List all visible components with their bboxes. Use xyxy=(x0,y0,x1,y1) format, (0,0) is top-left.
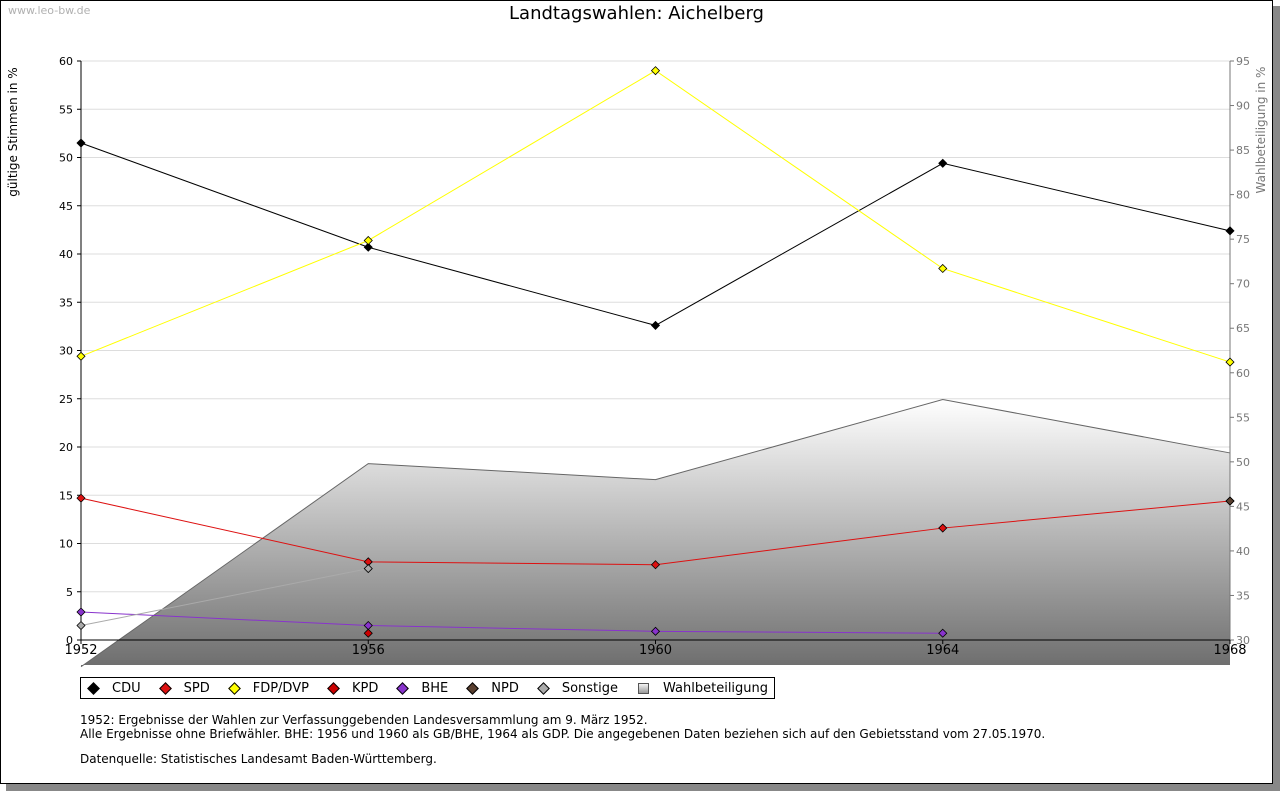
data-point-bhe xyxy=(650,626,661,636)
legend-item-cdu: CDU xyxy=(87,680,141,696)
y-tick-label: 50 xyxy=(59,152,73,165)
legend-item-fdp-dvp: FDP/DVP xyxy=(227,680,309,696)
data-source: Datenquelle: Statistisches Landesamt Bad… xyxy=(80,752,437,766)
x-tick-label: 1952 xyxy=(64,643,97,658)
legend-label: FDP/DVP xyxy=(252,680,309,696)
data-point-bhe xyxy=(363,620,373,631)
legend-item-sonstige: Sonstige xyxy=(536,680,619,696)
data-point-fdp-dvp xyxy=(363,235,373,246)
data-point-bhe xyxy=(76,607,86,617)
data-point-spd xyxy=(938,523,948,533)
y-tick-label: 15 xyxy=(59,489,73,502)
data-point-fdp-dvp xyxy=(1225,357,1235,367)
legend-marker-icon xyxy=(536,681,550,695)
turnout-line xyxy=(80,398,1231,668)
watermark: www.leo-bw.de xyxy=(8,4,91,17)
legend-marker-icon xyxy=(466,681,480,695)
x-tick-label: 1956 xyxy=(352,643,385,658)
legend-marker-icon xyxy=(227,681,241,695)
y2-tick-label: 55 xyxy=(1236,411,1250,424)
legend-marker-icon xyxy=(158,681,172,695)
data-point-sonstige xyxy=(363,564,373,574)
y2-tick-label: 65 xyxy=(1236,322,1250,335)
y2-tick-label: 90 xyxy=(1236,100,1250,113)
footnote-line: 1952: Ergebnisse der Wahlen zur Verfassu… xyxy=(80,713,648,727)
legend-label: Sonstige xyxy=(561,680,619,696)
y-tick-label: 55 xyxy=(59,103,73,116)
data-point-cdu xyxy=(650,320,661,330)
data-point-fdp-dvp xyxy=(938,263,948,274)
data-point-sonstige xyxy=(76,620,86,631)
y-tick-label: 5 xyxy=(66,586,73,599)
legend-item-npd: NPD xyxy=(466,680,519,696)
y-tick-label: 35 xyxy=(59,296,73,309)
x-tick-label: 1960 xyxy=(639,643,672,658)
y-tick-label: 40 xyxy=(59,248,73,261)
y-tick-label: 60 xyxy=(59,55,73,68)
x-tick-label: 1968 xyxy=(1213,643,1246,658)
legend-label: NPD xyxy=(491,680,519,696)
y2-tick-label: 35 xyxy=(1236,589,1250,602)
data-point-spd xyxy=(650,560,661,570)
frame-shadow-right xyxy=(1273,6,1280,791)
chart-title: Landtagswahlen: Aichelberg xyxy=(509,3,764,24)
legend: CDU SPD FDP/DVP KPD BHE NPD Sonstige Wahlbeteil… xyxy=(80,677,776,699)
legend-marker-icon xyxy=(638,682,650,694)
x-tick-label: 1964 xyxy=(926,643,959,658)
y2-tick-label: 70 xyxy=(1236,278,1250,291)
legend-marker-icon xyxy=(87,681,100,695)
data-point-fdp-dvp xyxy=(76,351,86,361)
y2-tick-label: 95 xyxy=(1236,55,1250,68)
y2-tick-label: 85 xyxy=(1236,144,1250,157)
y-tick-label: 30 xyxy=(59,345,73,358)
footnotes: 1952: Ergebnisse der Wahlen zur Verfassu… xyxy=(80,713,1045,741)
series-line-cdu xyxy=(80,142,1231,326)
turnout-area xyxy=(81,399,1230,667)
data-point-fdp-dvp xyxy=(650,66,661,76)
y-tick-label: 25 xyxy=(59,393,73,406)
legend-item-wahlbeteiligung: Wahlbeteiligung xyxy=(638,681,768,696)
legend-item-bhe: BHE xyxy=(396,680,449,696)
data-point-cdu xyxy=(363,242,373,252)
legend-label: KPD xyxy=(351,680,379,696)
data-point-kpd xyxy=(363,628,373,638)
footnote-line: Alle Ergebnisse ohne Briefwähler. BHE: 1… xyxy=(80,727,1046,741)
y2-tick-label: 30 xyxy=(1236,634,1250,647)
data-point-spd xyxy=(76,493,86,503)
series-line-bhe xyxy=(80,611,943,634)
legend-item-spd: SPD xyxy=(158,680,210,696)
legend-marker-icon xyxy=(396,681,410,695)
frame-shadow-bottom xyxy=(6,784,1280,791)
data-point-cdu xyxy=(76,138,86,148)
y-tick-label: 10 xyxy=(59,538,73,551)
y2-tick-label: 45 xyxy=(1236,500,1250,513)
legend-label: SPD xyxy=(183,680,210,696)
legend-item-kpd: KPD xyxy=(327,680,379,696)
data-point-cdu xyxy=(938,158,948,168)
y2-tick-label: 75 xyxy=(1236,233,1250,246)
y-tick-label: 45 xyxy=(59,200,73,213)
legend-label: CDU xyxy=(112,680,141,696)
y2-tick-label: 40 xyxy=(1236,545,1250,558)
data-point-npd xyxy=(1225,496,1235,506)
data-point-bhe xyxy=(938,628,948,638)
series-line-fdp-dvp xyxy=(80,70,1231,363)
y2-tick-label: 80 xyxy=(1236,189,1250,202)
legend-marker-icon xyxy=(327,681,340,695)
legend-label: Wahlbeteiligung xyxy=(663,680,769,696)
y-tick-label: 20 xyxy=(59,441,73,454)
y-tick-label: 0 xyxy=(66,634,73,647)
series-line-sonstige xyxy=(80,568,369,627)
legend-label: BHE xyxy=(421,680,449,696)
data-point-cdu xyxy=(1225,226,1235,236)
y2-tick-label: 60 xyxy=(1236,367,1250,380)
y2-tick-label: 50 xyxy=(1236,456,1250,469)
